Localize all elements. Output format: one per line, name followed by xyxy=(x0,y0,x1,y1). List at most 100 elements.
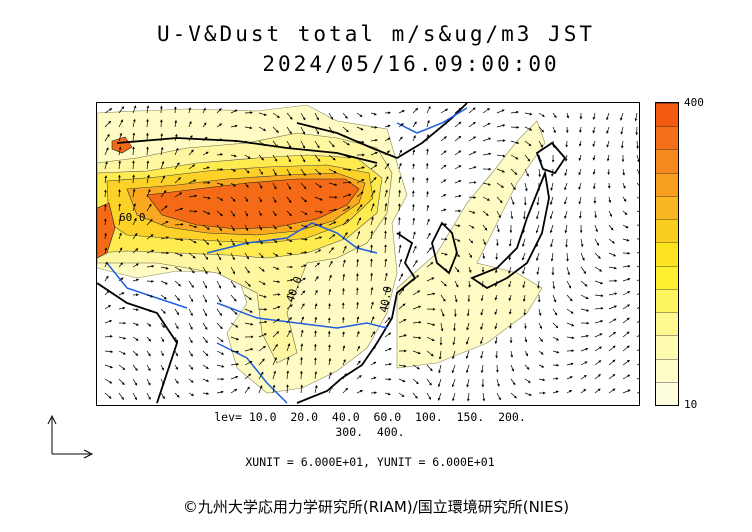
wind-vector xyxy=(356,126,364,131)
wind-vector xyxy=(440,223,448,226)
wind-vector xyxy=(300,182,307,190)
wind-vector xyxy=(188,294,194,303)
wind-vector xyxy=(314,210,323,214)
wind-vector xyxy=(313,343,317,352)
wind-vector xyxy=(549,210,554,220)
wind-vector xyxy=(118,306,126,310)
wind-vector xyxy=(454,135,462,142)
wind-vector xyxy=(592,182,596,190)
wind-vector xyxy=(146,218,153,226)
wind-vector xyxy=(202,196,211,200)
wind-vector xyxy=(314,275,319,282)
wind-vector xyxy=(160,322,165,329)
wind-vector xyxy=(104,350,114,354)
wind-vector xyxy=(566,308,574,314)
wind-vector xyxy=(466,308,470,317)
wind-vector xyxy=(620,112,624,121)
wind-vector xyxy=(286,343,291,352)
wind-vector xyxy=(244,294,252,300)
wind-vector xyxy=(608,373,616,380)
wind-vector xyxy=(622,345,630,352)
wind-vector xyxy=(202,322,208,330)
wind-vector xyxy=(258,252,264,259)
wind-vector xyxy=(440,150,447,156)
wind-vector xyxy=(188,322,193,330)
wind-vector xyxy=(314,289,318,296)
colorbar-segment xyxy=(656,381,678,405)
wind-vector xyxy=(466,392,470,402)
wind-vector xyxy=(342,387,349,394)
wind-vector xyxy=(398,203,401,212)
colorbar-segment xyxy=(656,335,678,360)
wind-vector xyxy=(454,280,459,288)
wind-vector xyxy=(103,218,107,226)
wind-vector xyxy=(160,160,165,170)
wind-vector xyxy=(482,210,489,216)
wind-vector xyxy=(440,122,448,128)
wind-vector xyxy=(230,252,235,261)
wind-vector xyxy=(160,336,165,343)
wind-vector xyxy=(468,238,474,244)
wind-vector xyxy=(300,343,304,352)
wind-vector xyxy=(552,126,556,134)
wind-vector xyxy=(510,168,518,175)
wind-vector xyxy=(342,126,349,133)
wind-vector xyxy=(592,168,596,175)
wind-vector xyxy=(244,308,253,313)
wind-vector xyxy=(622,359,630,366)
wind-vector xyxy=(480,322,484,330)
wind-vector xyxy=(118,106,125,114)
wind-vector xyxy=(594,374,601,380)
wind-vector xyxy=(174,364,178,370)
coast-korea xyxy=(431,221,458,275)
wind-vector xyxy=(636,196,639,199)
wind-vector xyxy=(370,244,373,254)
wind-vector xyxy=(146,249,155,254)
wind-vector xyxy=(146,146,149,156)
wind-vector xyxy=(356,204,363,212)
wind-vector xyxy=(174,280,182,287)
wind-vector xyxy=(355,273,359,282)
wind-vector xyxy=(132,308,139,311)
wind-vector xyxy=(608,266,617,270)
wind-vector xyxy=(482,108,491,114)
dust-fill-layers xyxy=(97,104,546,394)
wind-vector xyxy=(132,188,136,198)
wind-vector xyxy=(550,252,554,262)
wind-vector xyxy=(104,392,112,399)
wind-vector xyxy=(174,192,183,198)
wind-vector xyxy=(384,216,387,226)
wind-vector xyxy=(412,149,416,156)
wind-vector xyxy=(160,280,168,285)
wind-vector xyxy=(230,168,237,172)
wind-vector xyxy=(468,224,475,229)
wind-vector xyxy=(230,308,238,315)
wind-vector xyxy=(244,386,250,394)
wind-vector xyxy=(188,392,195,396)
wind-vector xyxy=(508,266,512,274)
wind-vector xyxy=(342,181,352,184)
wind-vector xyxy=(202,252,209,260)
wind-vector xyxy=(314,112,319,121)
colorbar-segment xyxy=(656,126,678,151)
wind-vector xyxy=(188,280,194,288)
wind-vector xyxy=(286,182,291,190)
wind-vector xyxy=(314,236,323,240)
wind-vector xyxy=(538,126,545,133)
wind-vector xyxy=(300,290,306,296)
wind-vector xyxy=(524,336,528,343)
wind-vector xyxy=(496,224,500,233)
wind-vector xyxy=(146,364,151,372)
colorbar-segment xyxy=(656,172,678,197)
wind-vector xyxy=(412,378,419,385)
wind-vector xyxy=(118,189,121,198)
wind-vector xyxy=(342,331,345,338)
wind-vector xyxy=(566,266,570,276)
wind-vector xyxy=(594,388,601,394)
wind-vector xyxy=(494,280,498,287)
wind-vector xyxy=(397,216,401,226)
wind-vector xyxy=(620,126,624,135)
wind-vector xyxy=(482,122,491,128)
wind-vector xyxy=(160,146,164,156)
wind-vector xyxy=(188,252,196,259)
